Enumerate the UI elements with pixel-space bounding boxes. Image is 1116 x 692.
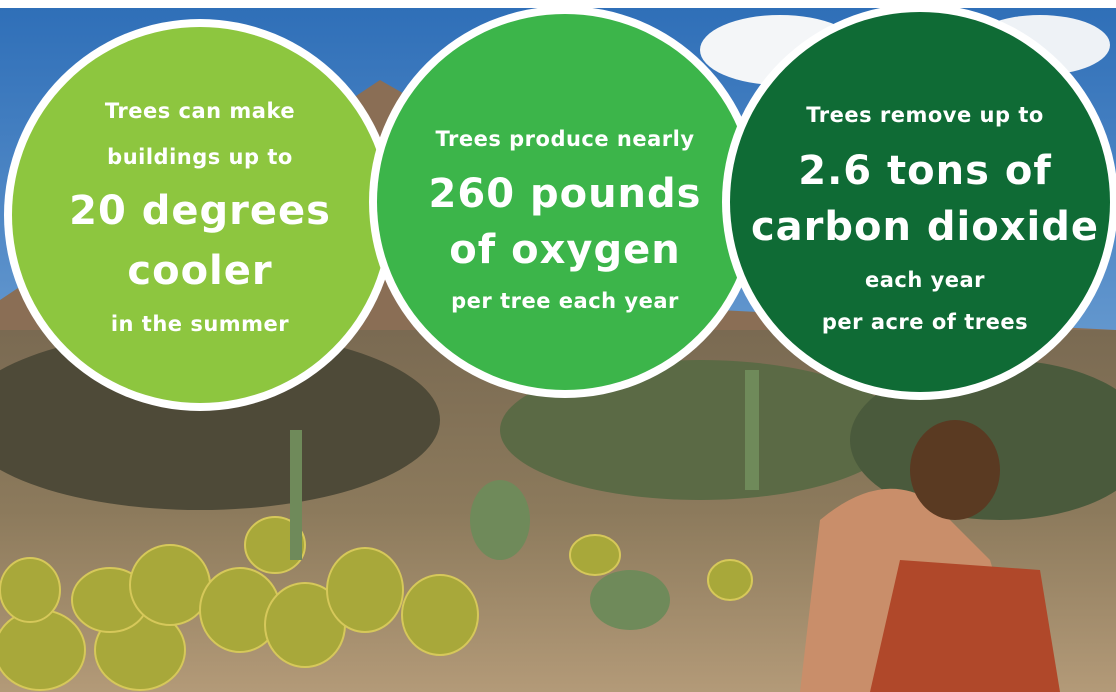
top-border	[0, 0, 1116, 8]
circle-text: in the summer	[111, 312, 289, 336]
circle-text: 260 pounds	[429, 171, 702, 217]
circle-text: 2.6 tons of	[798, 148, 1051, 194]
infographic: Trees can make buildings up to 20 degree…	[0, 0, 1116, 692]
circle-text: Trees remove up to	[806, 103, 1044, 127]
circle-text: Trees produce nearly	[435, 127, 694, 151]
circle-text: per acre of trees	[822, 310, 1028, 334]
circle-text: 20 degrees	[69, 188, 331, 234]
circle-text: buildings up to	[107, 145, 293, 169]
circle-2: Trees produce nearly 260 pounds of oxyge…	[369, 6, 761, 398]
circle-1: Trees can make buildings up to 20 degree…	[4, 19, 396, 411]
circle-text: Trees can make	[105, 99, 295, 123]
circle-text: carbon dioxide	[751, 204, 1099, 250]
page: Trees can make buildings up to 20 degree…	[0, 0, 1116, 692]
circle-text: of oxygen	[449, 227, 680, 273]
circle-3: Trees remove up to 2.6 tons of carbon di…	[722, 4, 1116, 400]
circle-text: per tree each year	[451, 289, 679, 313]
circle-text: cooler	[127, 248, 272, 294]
circle-text: each year	[865, 268, 985, 292]
